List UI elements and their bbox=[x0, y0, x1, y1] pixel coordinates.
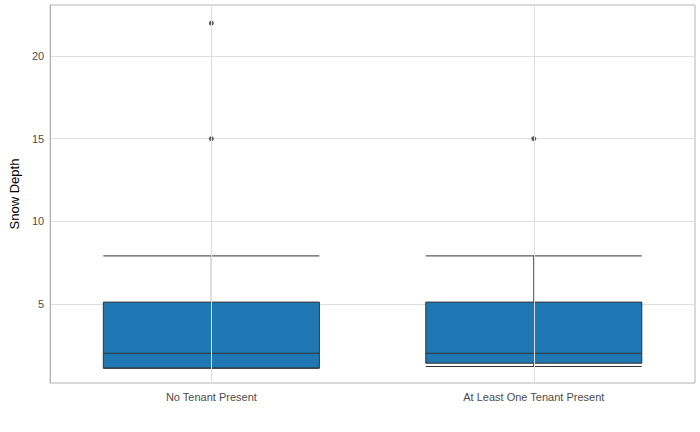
svg-text:10: 10 bbox=[32, 215, 44, 227]
svg-text:20: 20 bbox=[32, 50, 44, 62]
svg-text:Snow Depth: Snow Depth bbox=[7, 159, 22, 230]
svg-text:No Tenant Present: No Tenant Present bbox=[166, 391, 257, 403]
svg-text:5: 5 bbox=[38, 298, 44, 310]
svg-text:15: 15 bbox=[32, 133, 44, 145]
svg-text:At Least One Tenant Present: At Least One Tenant Present bbox=[463, 391, 604, 403]
